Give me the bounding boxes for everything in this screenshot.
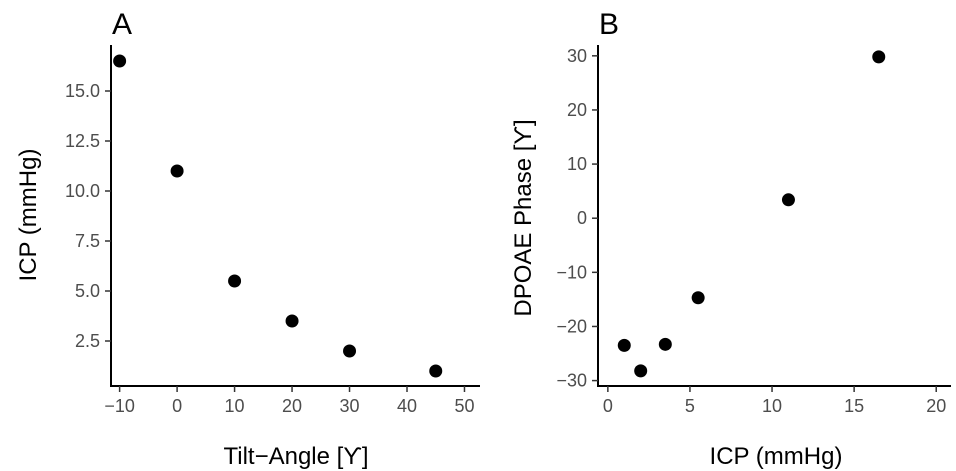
panel-a-data-point — [343, 344, 357, 358]
panel-a-y-tick-label: 7.5 — [75, 231, 100, 251]
panel-a-x-tick-label: 30 — [340, 396, 360, 416]
panel-a-tag: A — [112, 8, 132, 41]
panel-a-x-tick-label: 50 — [454, 396, 474, 416]
panel-b-data-point — [658, 337, 672, 351]
panel-b-data-point — [872, 50, 886, 64]
panel-a-data-point — [285, 314, 299, 328]
panel-b-y-tick-label: −20 — [556, 316, 587, 336]
panel-a-y-tick-label: 2.5 — [75, 331, 100, 351]
panel-a-marks: −10 0 10 20 30 40 50 2.5 5.0 7.5 10.0 12.5 15.0 — [65, 54, 474, 416]
panel-b-data-point — [617, 338, 631, 352]
panel-a-data-point — [113, 54, 127, 68]
panel-b-y-tick-label: 30 — [567, 46, 587, 66]
panel-b-tag: B — [599, 8, 619, 41]
panel-a-x-tick-label: 20 — [282, 396, 302, 416]
panel-b-data-point — [781, 193, 795, 207]
panel-b: B ICP (mmHg) DPOAE Phase [ϒ] 0 5 10 15 20 −30… — [510, 8, 951, 470]
panel-a-x-tick-label: 40 — [397, 396, 417, 416]
panel-b-y-tick-label: 20 — [567, 100, 587, 120]
panel-a-data-point — [429, 364, 443, 378]
panel-b-x-tick-label: 15 — [844, 396, 864, 416]
panel-a-y-tick-label: 12.5 — [65, 131, 100, 151]
panel-b-x-tick-label: 5 — [685, 396, 695, 416]
panel-a-y-tick-label: 5.0 — [75, 281, 100, 301]
panel-a-x-axis-title: Tilt−Angle [ϒ] — [223, 443, 368, 470]
panel-a: A Tilt−Angle [ϒ] ICP (mmHg) −10 0 10 20 30 40… — [15, 8, 480, 470]
panel-b-x-tick-label: 20 — [926, 396, 946, 416]
panel-b-marks: 0 5 10 15 20 −30 −20 −10 0 10 20 30 — [556, 46, 946, 416]
panel-b-y-tick-label: 0 — [577, 208, 587, 228]
panel-b-data-point — [691, 291, 705, 305]
panel-a-y-tick-label: 15.0 — [65, 81, 100, 101]
panel-a-x-tick-label: −10 — [104, 396, 135, 416]
panel-b-x-tick-label: 10 — [762, 396, 782, 416]
panel-b-y-tick-label: −30 — [556, 371, 587, 391]
panel-a-x-tick-label: 10 — [225, 396, 245, 416]
panel-b-y-tick-label: 10 — [567, 154, 587, 174]
panel-b-data-point — [634, 364, 648, 378]
panel-a-data-point — [170, 164, 184, 178]
panel-b-x-tick-label: 0 — [603, 396, 613, 416]
panel-a-x-tick-label: 0 — [172, 396, 182, 416]
panel-a-data-point — [228, 274, 242, 288]
panel-a-y-tick-label: 10.0 — [65, 181, 100, 201]
panel-a-y-axis-title: ICP (mmHg) — [15, 149, 42, 282]
panel-b-y-axis-title: DPOAE Phase [ϒ] — [510, 119, 537, 316]
panel-b-y-tick-label: −10 — [556, 262, 587, 282]
panel-b-x-axis-title: ICP (mmHg) — [710, 443, 843, 470]
